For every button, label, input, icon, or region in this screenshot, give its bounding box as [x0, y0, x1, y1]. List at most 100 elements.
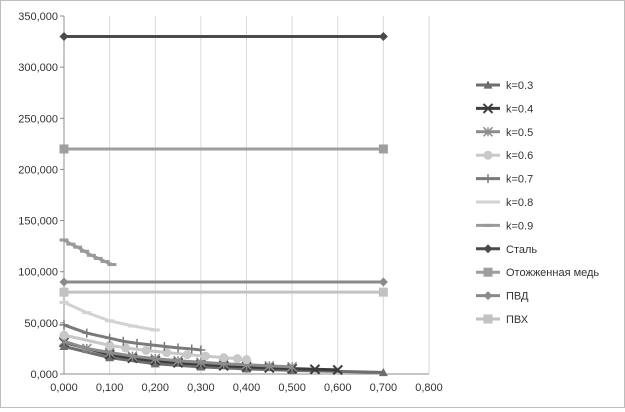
data-point	[187, 344, 197, 354]
legend-label: k=0.4	[506, 103, 533, 115]
legend-item-9: ПВД	[476, 291, 529, 303]
y-tick-label: 100,000	[18, 267, 58, 279]
legend-marker	[483, 314, 493, 324]
legend-item-0: k=0.3	[476, 80, 533, 92]
x-tick-label: 0,600	[324, 382, 352, 394]
data-point	[332, 364, 343, 376]
data-point	[105, 353, 115, 362]
data-point	[59, 341, 69, 350]
x-tick-label: 0,100	[96, 382, 124, 394]
data-point	[173, 355, 184, 366]
data-point	[118, 336, 128, 346]
legend-marker	[482, 126, 494, 137]
legend-label: k=0.7	[506, 174, 533, 186]
y-tick-label: 150,000	[18, 216, 58, 228]
legend-label: Сталь	[506, 244, 537, 256]
legend-item-1: k=0.4	[476, 103, 533, 115]
data-point	[196, 345, 206, 355]
data-point	[264, 360, 275, 371]
y-tick-label: 0,000	[30, 369, 58, 381]
series-3	[59, 330, 251, 365]
series-line	[63, 323, 202, 352]
x-tick-label: 0,200	[141, 382, 169, 394]
data-point	[378, 367, 388, 377]
legend-marker	[483, 80, 493, 89]
legend-layer: k=0.3 k=0.4 k=0.5 k=0.6 k=0.7 k=0.8 k=0.9 Сталь…	[476, 80, 599, 326]
legend-label: k=0.3	[506, 80, 533, 92]
data-point	[59, 320, 69, 330]
grid-layer	[63, 16, 430, 374]
legend-marker	[483, 291, 493, 301]
x-tick-label: 0,700	[370, 382, 398, 394]
y-tick-label: 200,000	[18, 164, 58, 176]
data-point	[105, 340, 115, 350]
data-point	[200, 351, 210, 361]
marker-stroke	[332, 364, 343, 376]
x-tick-label: 0,300	[187, 382, 215, 394]
legend-item-10: ПВХ	[476, 314, 529, 326]
legend-marker	[482, 103, 494, 114]
data-point	[309, 364, 321, 375]
legend-item-4: k=0.7	[476, 174, 533, 186]
data-point	[150, 353, 161, 364]
marker-stroke	[482, 103, 494, 114]
legend-item-5: k=0.8	[476, 197, 533, 209]
data-point	[182, 350, 192, 360]
legend-item-3: k=0.6	[476, 150, 533, 162]
legend-item-8: Отожженная медь	[476, 267, 599, 279]
data-point	[242, 355, 251, 365]
data-point	[132, 338, 142, 348]
y-tick-label: 350,000	[18, 11, 58, 23]
data-point	[378, 31, 388, 41]
data-point	[121, 343, 131, 353]
data-point	[378, 144, 388, 154]
data-point	[82, 328, 92, 338]
series-line	[63, 333, 247, 362]
data-point	[105, 333, 115, 343]
series-7	[59, 31, 388, 41]
legend-label: k=0.9	[506, 220, 533, 232]
series-10	[59, 287, 388, 297]
legend-item-7: Сталь	[476, 244, 537, 256]
data-point	[59, 287, 69, 297]
series-layer	[58, 31, 388, 377]
y-tick-label: 50,000	[24, 318, 58, 330]
axis-layer: 0,000 0,100 0,200 0,300 0,400 0,500 0,600 0,700…	[18, 11, 443, 394]
legend-label: k=0.6	[506, 150, 533, 162]
series-8	[59, 144, 388, 154]
data-point	[150, 359, 160, 368]
data-point	[159, 341, 169, 351]
series-line	[63, 340, 338, 372]
x-tick-label: 0,800	[415, 382, 443, 394]
data-point	[378, 277, 388, 287]
data-point	[59, 277, 69, 287]
data-point	[141, 345, 151, 355]
data-point	[287, 361, 298, 372]
legend-marker	[483, 267, 493, 277]
legend-label: k=0.8	[506, 197, 533, 209]
x-tick-label: 0,500	[278, 382, 306, 394]
data-point	[219, 353, 229, 363]
marker-stroke	[309, 364, 321, 375]
legend-item-6: k=0.9	[476, 220, 533, 232]
series-4	[59, 320, 206, 355]
data-point	[378, 287, 388, 297]
series-5	[59, 300, 160, 332]
data-point	[59, 31, 69, 41]
legend-label: ПВХ	[506, 314, 529, 326]
series-2	[58, 336, 298, 372]
data-point	[59, 330, 69, 340]
x-tick-label: 0,400	[233, 382, 261, 394]
legend-marker	[483, 244, 493, 254]
legend-marker	[483, 174, 493, 184]
data-point	[81, 343, 92, 354]
series-6	[59, 238, 117, 267]
data-point	[173, 343, 183, 353]
x-tick-label: 0,000	[50, 382, 78, 394]
legend-label: Отожженная медь	[506, 267, 599, 279]
y-tick-label: 300,000	[18, 62, 58, 74]
y-tick-label: 250,000	[18, 113, 58, 125]
data-point	[162, 348, 172, 358]
